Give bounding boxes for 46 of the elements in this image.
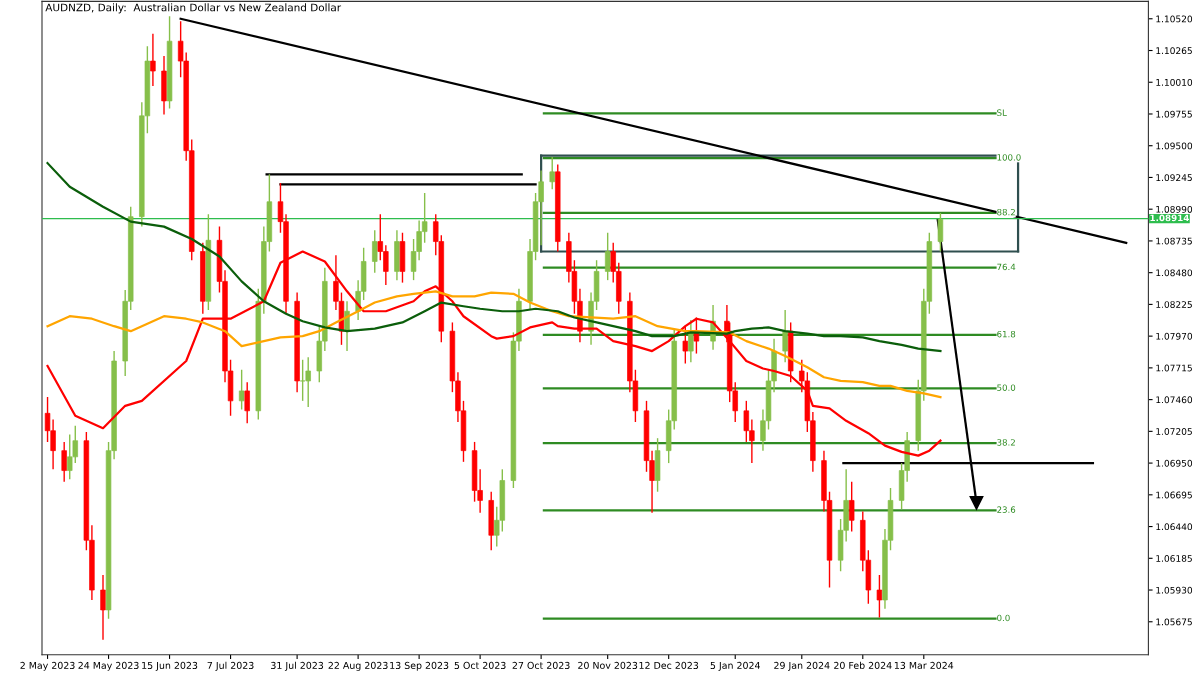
x-tick-label: 24 May 2023 — [78, 661, 139, 671]
annotation: 23.6 — [997, 506, 1016, 513]
x-tick-label: 29 Jan 2024 — [774, 661, 830, 671]
annotation: SL — [997, 109, 1007, 116]
y-tick-label: 1.07460 — [1156, 396, 1193, 404]
ref-line-label: 1.08914 — [1150, 214, 1189, 222]
y-tick-label: 1.06950 — [1156, 459, 1193, 467]
x-tick-label: 27 Oct 2023 — [512, 661, 570, 670]
y-tick-label: 1.09500 — [1156, 142, 1193, 150]
annotation: 50.0 — [997, 384, 1016, 391]
y-tick-label: 1.09245 — [1156, 174, 1192, 182]
y-tick-label: 1.06695 — [1156, 491, 1192, 499]
y-tick-label: 1.08735 — [1156, 237, 1192, 245]
annotation: 38.2 — [997, 439, 1015, 446]
x-tick-label: 12 Dec 2023 — [639, 661, 699, 670]
y-tick-label: 1.05675 — [1156, 618, 1192, 626]
x-tick-label: 22 Aug 2023 — [328, 661, 388, 671]
y-tick-label: 1.05930 — [1156, 586, 1193, 594]
y-tick-label: 1.10265 — [1156, 47, 1192, 55]
x-tick-label: 2 May 2023 — [20, 661, 75, 671]
y-tick-label: 1.07970 — [1156, 332, 1193, 340]
y-tick-label: 1.10520 — [1156, 15, 1193, 23]
y-tick-label: 1.10010 — [1156, 78, 1193, 86]
y-tick-label: 1.06185 — [1156, 555, 1192, 562]
y-tick-label: 1.08990 — [1156, 205, 1193, 213]
x-tick-label: 13 Sep 2023 — [390, 661, 449, 671]
annotation: 76.4 — [997, 263, 1016, 271]
y-tick-label: 1.08480 — [1156, 269, 1193, 277]
x-tick-label: 13 Mar 2024 — [894, 661, 954, 670]
x-tick-label: 31 Jul 2023 — [271, 661, 324, 671]
annotation: 0.0 — [997, 614, 1010, 622]
x-tick-label: 7 Jul 2023 — [207, 661, 254, 671]
x-tick-label: 20 Nov 2023 — [578, 661, 638, 670]
annotation: 100.0 — [997, 154, 1021, 161]
y-tick-label: 1.08225 — [1156, 301, 1192, 308]
y-tick-label: 1.07715 — [1156, 364, 1192, 372]
annotation: 61.8 — [997, 330, 1016, 338]
x-tick-label: 5 Oct 2023 — [454, 661, 506, 670]
x-tick-label: 5 Jan 2024 — [710, 661, 761, 671]
x-tick-label: 20 Feb 2024 — [834, 661, 892, 670]
y-tick-label: 1.06440 — [1156, 523, 1193, 531]
x-tick-label: 15 Jun 2023 — [142, 661, 198, 671]
annotation: 88.2 — [997, 208, 1015, 216]
chart-title: AUDNZD, Daily: Australian Dollar vs New Zealand Dollar — [45, 3, 342, 14]
y-tick-label: 1.07205 — [1156, 428, 1192, 435]
y-tick-label: 1.09755 — [1156, 110, 1192, 118]
